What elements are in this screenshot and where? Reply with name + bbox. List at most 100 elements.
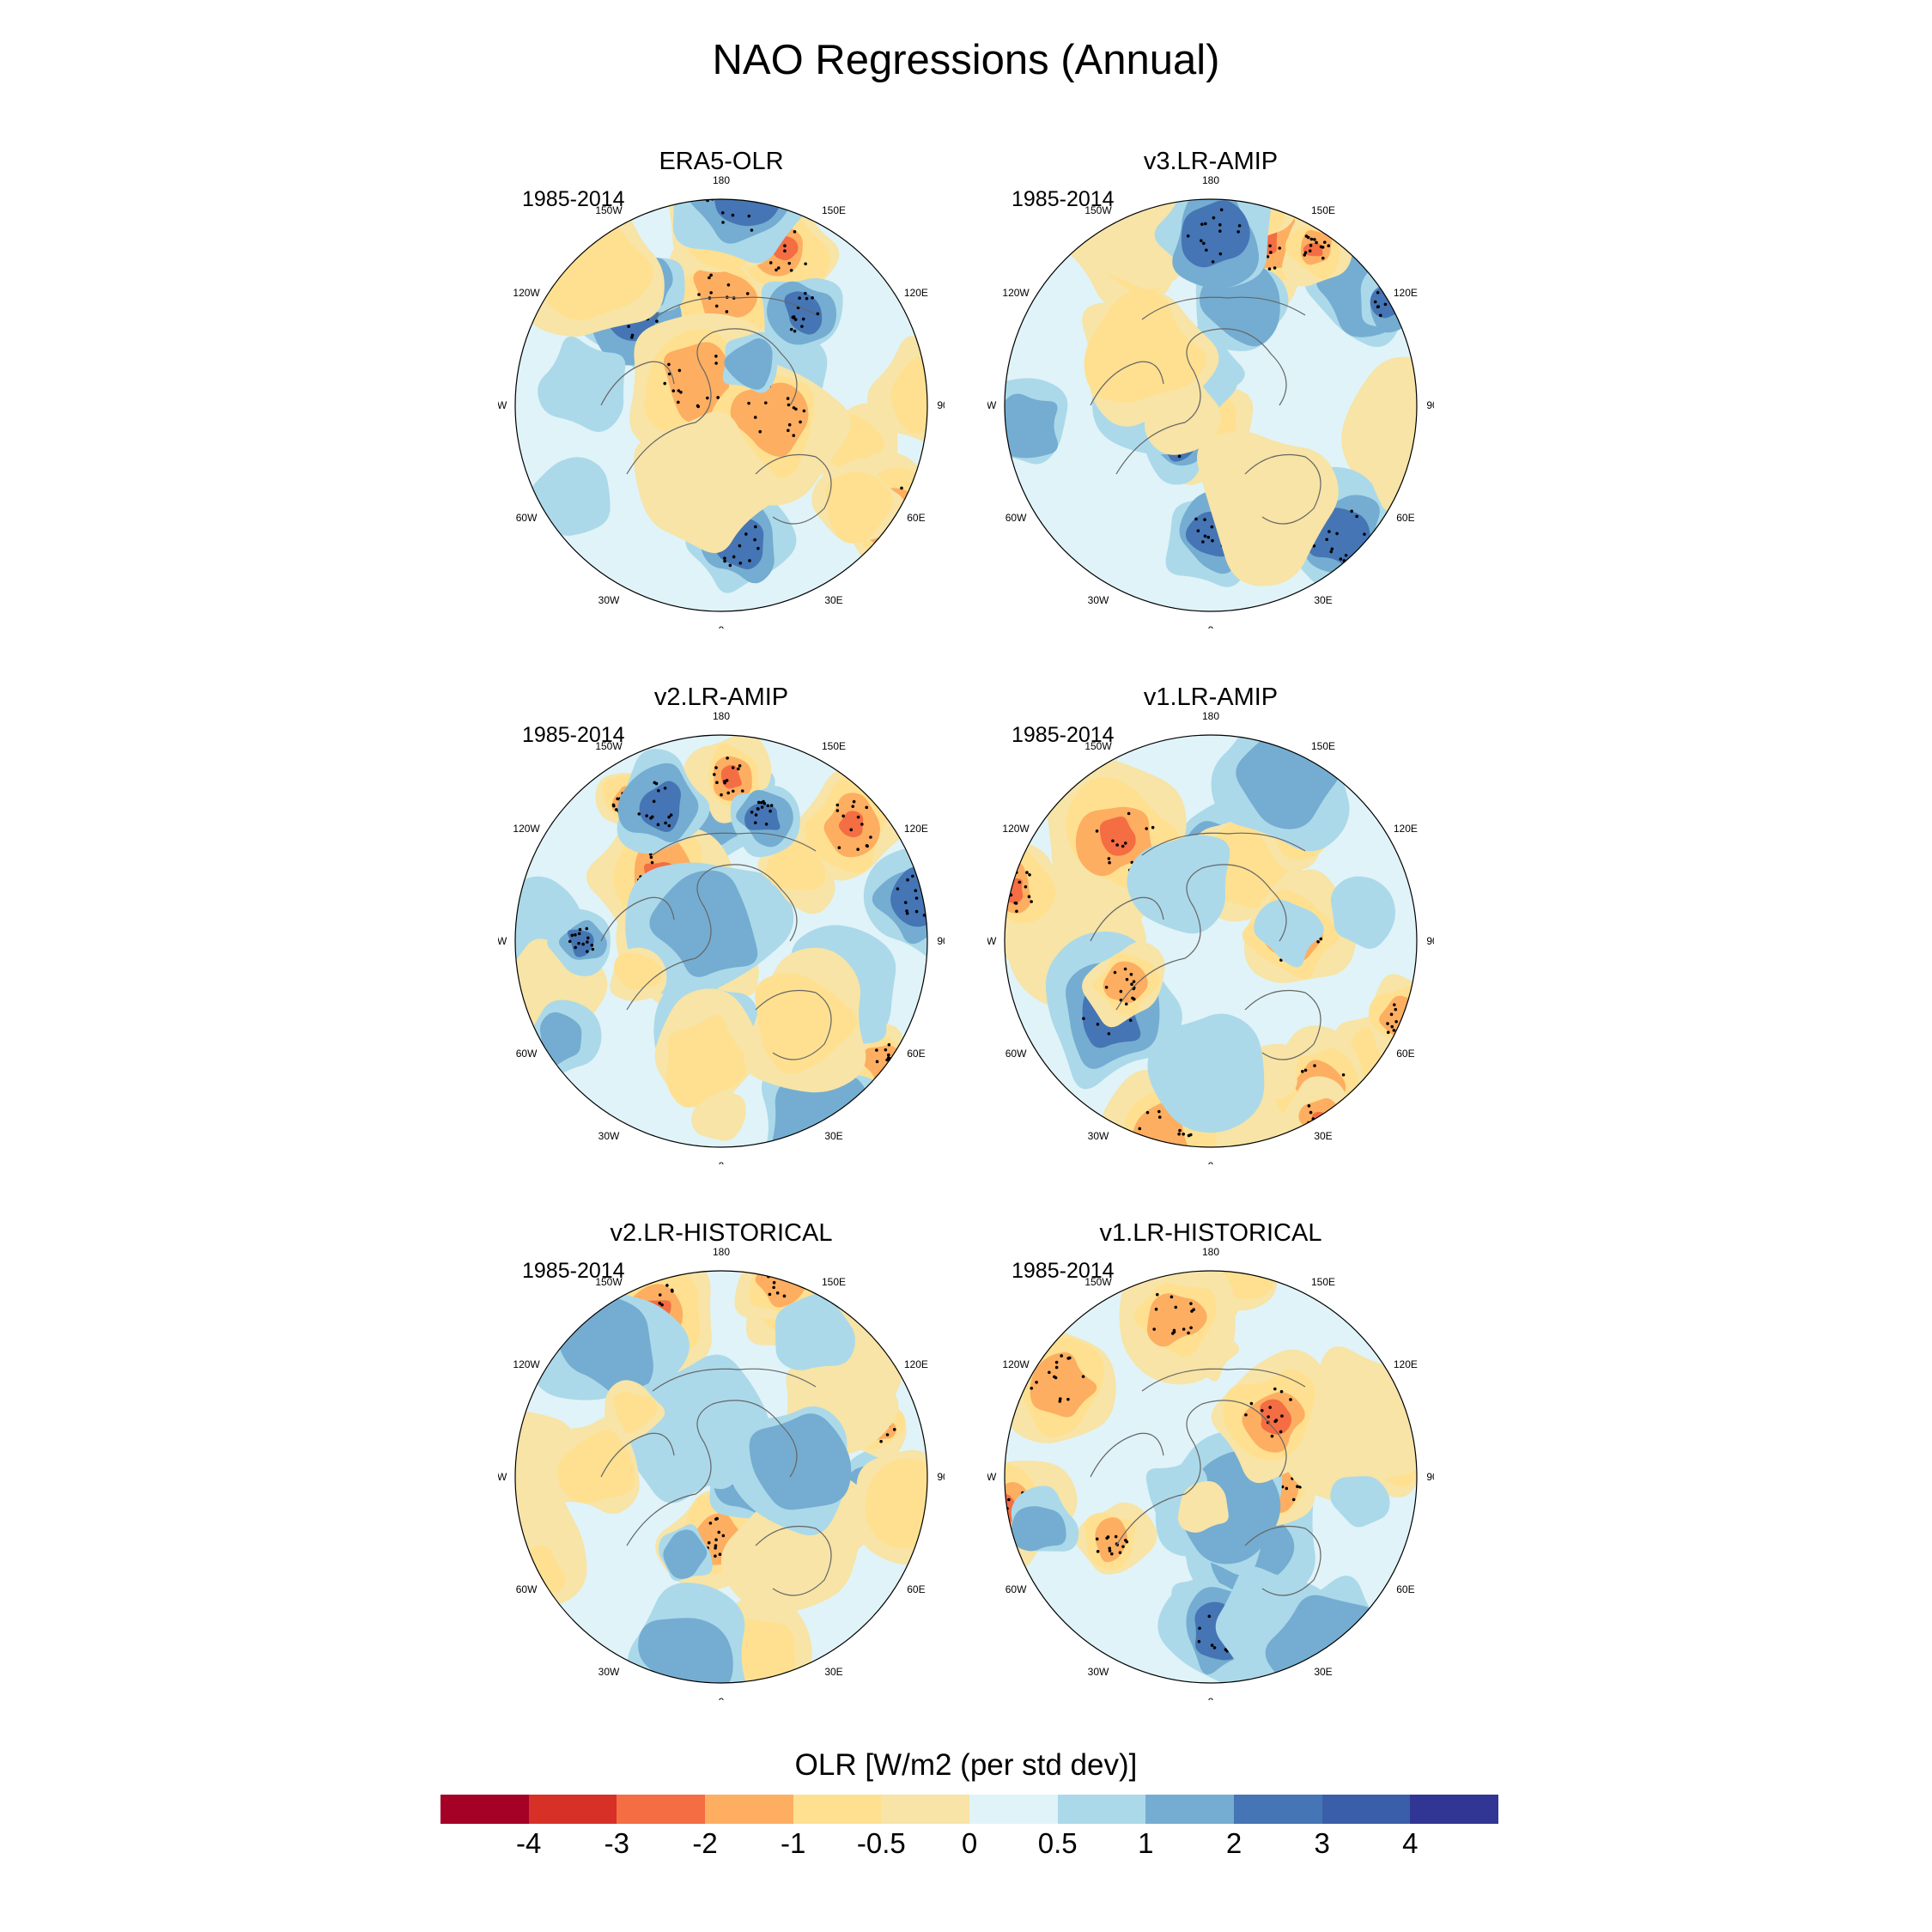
significance-dot: [940, 899, 944, 902]
map-boundary: [1004, 734, 1418, 1148]
colorbar-swatch: [881, 1795, 970, 1824]
significance-dot: [640, 1282, 643, 1286]
significance-dot: [1145, 1144, 1149, 1147]
map-boundary: [514, 734, 928, 1148]
significance-dot: [1303, 251, 1308, 254]
longitude-label: 60W: [1005, 1583, 1027, 1595]
significance-dot: [999, 1515, 1003, 1518]
significance-dot: [1107, 857, 1111, 860]
anomaly-contour: [639, 781, 682, 832]
significance-dot: [1411, 1017, 1415, 1020]
significance-dot: [1002, 1500, 1005, 1504]
significance-dot: [714, 361, 718, 365]
significance-dot: [1035, 1380, 1038, 1384]
significance-dot: [837, 846, 841, 849]
anomaly-contour: [613, 1391, 658, 1434]
significance-dot: [723, 556, 726, 560]
significance-dot: [671, 389, 676, 392]
significance-dot: [835, 809, 840, 812]
longitude-label: 0: [1208, 1696, 1214, 1700]
longitude-label: 180: [1202, 174, 1219, 186]
significance-dot: [679, 391, 683, 394]
significance-dot: [1210, 1643, 1214, 1647]
significance-dot: [586, 950, 589, 953]
significance-dot: [1253, 1145, 1257, 1147]
significance-dot: [728, 563, 732, 568]
significance-dot: [1218, 223, 1222, 227]
significance-dot: [753, 416, 757, 419]
longitude-label: 120E: [904, 287, 928, 299]
longitude-label: 60W: [516, 512, 538, 524]
significance-dot: [1027, 895, 1031, 899]
significance-dot: [860, 823, 864, 826]
longitude-label: 150E: [822, 204, 846, 216]
significance-dot: [1330, 547, 1334, 551]
significance-dot: [1410, 1000, 1413, 1005]
significance-dot: [709, 273, 713, 277]
significance-dot: [1048, 1370, 1051, 1375]
significance-dot: [884, 1048, 888, 1052]
significance-dot: [1307, 1127, 1311, 1130]
significance-dot: [1203, 534, 1207, 538]
anomaly-contour: [538, 336, 626, 432]
map-boundary: [514, 1270, 928, 1684]
significance-dot: [614, 808, 618, 811]
significance-dot: [1400, 305, 1405, 309]
significance-dot: [1096, 1550, 1100, 1553]
significance-dot: [760, 805, 764, 809]
significance-dot: [1389, 1012, 1394, 1017]
significance-dot: [663, 787, 667, 790]
significance-dot: [1212, 216, 1216, 220]
longitude-label: 90W: [987, 1471, 997, 1483]
significance-dot: [1312, 544, 1316, 548]
significance-dot: [585, 927, 589, 931]
significance-dot: [911, 874, 914, 878]
significance-dot: [697, 293, 701, 296]
significance-dot: [1403, 301, 1406, 305]
significance-dot: [798, 296, 801, 300]
coastline: [626, 1400, 798, 1546]
significance-dot: [885, 1078, 890, 1082]
longitude-label: 90E: [937, 935, 945, 947]
colorbar-tick-labels: -4 -3 -2 -1 -0.5 0 0.5 1 2 3 4: [440, 1827, 1498, 1870]
anomaly-contour: [1146, 1293, 1207, 1347]
coastline: [755, 1525, 832, 1596]
longitude-label: 0: [719, 624, 725, 629]
significance-dot: [1335, 532, 1339, 536]
significance-dot: [1320, 1117, 1323, 1121]
significance-dot: [744, 532, 748, 536]
significance-dot: [1199, 1151, 1202, 1155]
significance-dot: [763, 401, 768, 404]
significance-dot: [756, 806, 760, 811]
anomaly-contour: [755, 973, 858, 1074]
significance-dot: [652, 799, 656, 804]
significance-dot: [1136, 1152, 1139, 1156]
significance-dot: [758, 429, 762, 434]
significance-dot: [670, 1288, 674, 1292]
anomaly-contour: [531, 457, 611, 536]
significance-dot: [1321, 256, 1325, 260]
anomaly-contour: [825, 471, 893, 544]
significance-dot: [1236, 230, 1240, 234]
significance-dot: [1108, 1549, 1112, 1552]
significance-dot: [1296, 1485, 1299, 1488]
map-panel: v1.LR-HISTORICAL 1985-2014 0 30E 60E 90E 120E 1…: [987, 1219, 1434, 1700]
significance-dot: [856, 848, 860, 852]
significance-dot: [789, 269, 793, 272]
coastline: [755, 989, 832, 1060]
significance-dot: [1030, 1386, 1034, 1390]
significance-dot: [772, 1285, 775, 1290]
significance-dot: [574, 933, 577, 937]
significance-dot: [637, 812, 641, 816]
significance-dot: [1177, 454, 1182, 459]
significance-dot: [1303, 1068, 1308, 1072]
significance-dot: [657, 788, 660, 793]
colorbar-tick-label: -3: [604, 1827, 629, 1859]
significance-dot: [927, 890, 931, 893]
significance-dot: [1197, 1639, 1201, 1643]
coastline: [600, 896, 675, 942]
significance-dot: [787, 428, 790, 433]
longitude-label: 30E: [824, 1666, 842, 1678]
significance-dot: [835, 803, 840, 807]
significance-dot: [1205, 248, 1208, 252]
